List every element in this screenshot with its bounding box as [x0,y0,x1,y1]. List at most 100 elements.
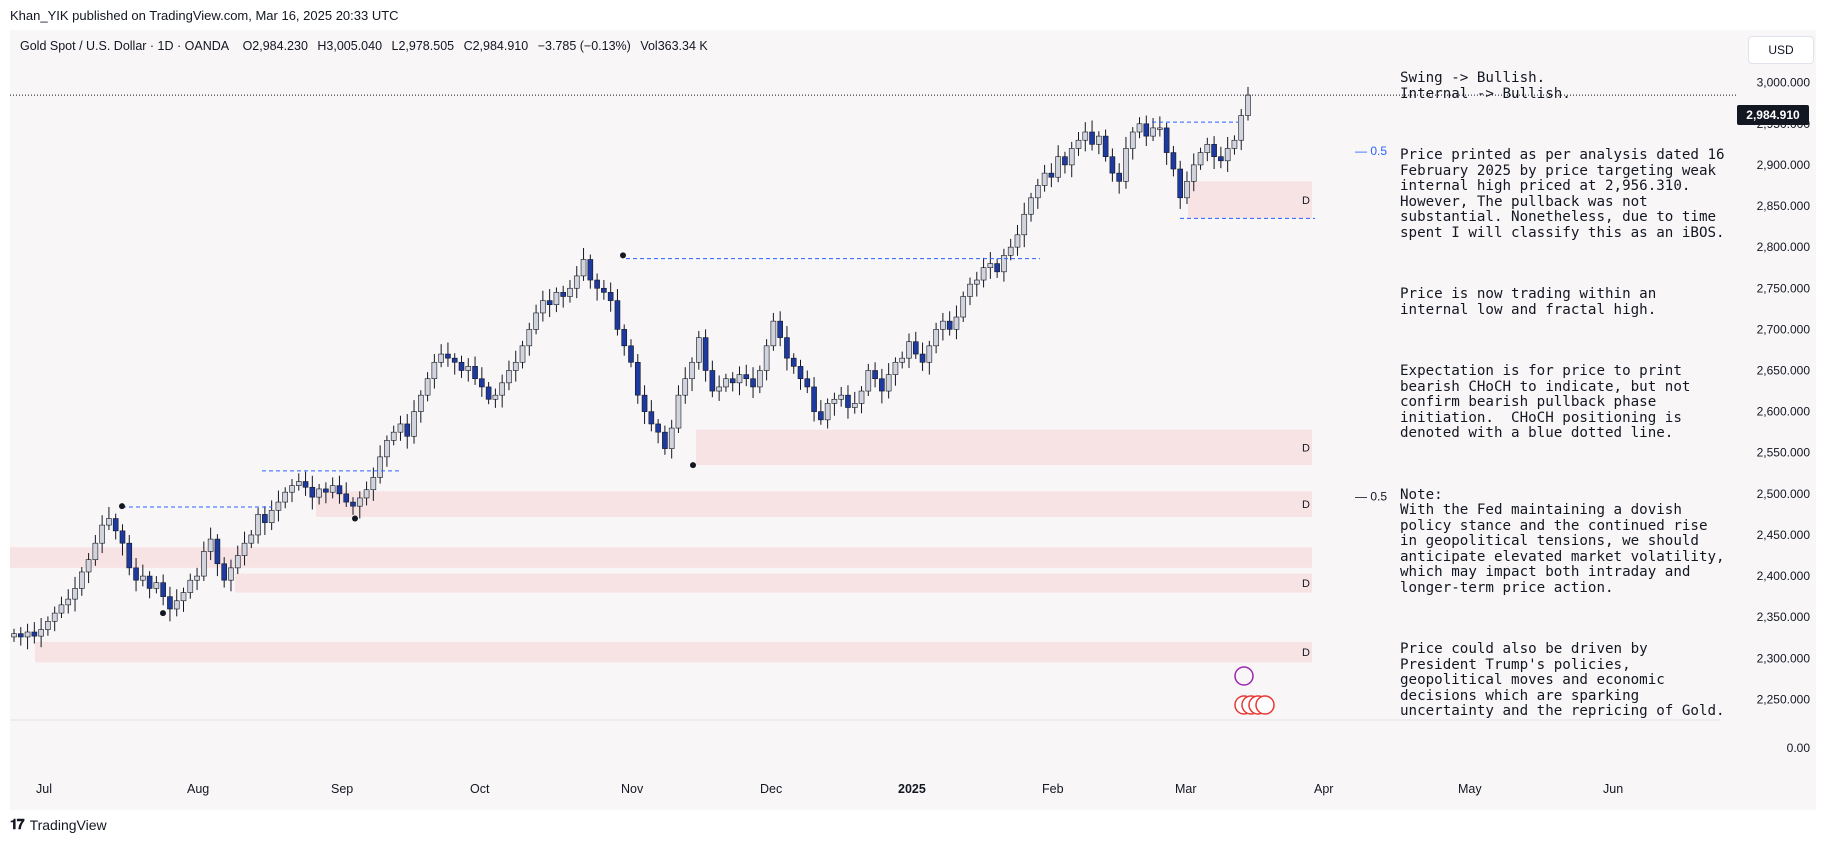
candle-body [1184,181,1190,199]
candle-body [1157,127,1163,130]
candle-body [323,488,329,493]
note-paragraph: Price printed as per analysis dated 16 F… [1400,147,1734,241]
candle-body [65,598,72,606]
candle-body [790,357,797,367]
candle-body [173,600,180,610]
candle-body [743,374,750,380]
candle-body [295,481,302,486]
legend-change: −3.785 (−0.13%) [537,39,631,53]
candle-body [946,320,953,330]
demand-zone-label: D [1302,195,1310,207]
demand-zone [316,491,1312,517]
candle-body [1150,127,1156,137]
x-axis-tick-label: Nov [621,782,644,796]
candle-body [662,431,668,449]
candle-body [723,378,729,388]
candle-body [207,538,214,552]
demand-zone-label: D [1302,442,1310,454]
candle-body [1231,139,1238,149]
volume-axis-tick-label: 0.00 [1787,741,1811,755]
candle-body [126,542,133,569]
candle-body [1089,131,1095,145]
candle-body [51,612,58,622]
candle-body [1055,156,1061,178]
candle-body [275,501,282,511]
candle-body [1218,156,1224,162]
y-axis-tick-label: 2,500.000 [1757,487,1811,501]
x-axis-tick-label: Oct [470,782,490,796]
candle-body [499,382,505,396]
fib-level-label: — 0.5 [1355,144,1387,158]
last-price-label: 2,984.910 [1737,105,1809,125]
us-flag-icon [1255,695,1275,715]
candle-body [153,582,160,589]
candle-body [1102,135,1109,157]
candle-body [85,559,92,573]
note-paragraph: Price could also be driven by President … [1400,641,1725,719]
swing-point-marker [690,462,696,469]
candle-body [804,378,811,388]
candle-body [770,320,777,347]
x-axis-tick-label: Aug [187,782,209,796]
demand-zone [235,573,1312,593]
x-axis-tick-label: Mar [1175,782,1197,796]
symbol-name[interactable]: Gold Spot / U.S. Dollar · 1D · OANDA [20,39,230,53]
candle-body [1224,148,1231,162]
candle-body [1001,255,1007,273]
candle-body [228,567,234,581]
candle-body [567,287,573,297]
swing-point-marker [620,252,626,259]
note-paragraph: Price is now trading within an internal … [1400,286,1665,318]
candle-body [424,378,431,396]
candle-body [255,514,261,536]
candle-body [933,329,939,347]
candle-body [838,394,844,400]
candle-body [72,588,78,600]
x-axis-tick-label: Dec [760,782,782,796]
candle-body [1028,197,1034,215]
candle-body [628,345,634,363]
candle-body [201,551,207,577]
candle-body [302,481,309,488]
legend-close: C2,984.910 [463,39,529,53]
candle-body [621,329,628,347]
candle-body [445,353,451,359]
x-axis-tick-label: Feb [1042,782,1064,796]
candle-body [757,370,763,388]
candle-body [994,263,1000,273]
candle-body [390,431,397,441]
candle-body [973,279,980,285]
candle-body [241,542,248,556]
candle-body [1204,144,1211,153]
candle-body [146,575,153,589]
candle-body [912,341,919,355]
candle-body [377,456,383,478]
demand-zone [696,429,1312,466]
candle-body [479,378,485,388]
candle-body [560,292,566,297]
candle-body [587,259,594,281]
candle-body [1048,172,1055,178]
candle-body [45,621,51,630]
x-axis-tick-label: Apr [1314,782,1333,796]
candle-body [343,493,350,503]
y-axis-tick-label: 2,850.000 [1757,199,1811,213]
candle-body [248,534,255,544]
analysis-note: Swing -> Bullish. Internal -> Bullish. P… [1400,40,1730,750]
candle-body [234,555,241,569]
candle-body [682,378,689,396]
candle-body [845,394,851,408]
note-paragraph: Expectation is for price to print bearis… [1400,363,1699,441]
currency-button[interactable]: USD [1748,36,1814,64]
candle-body [492,394,499,400]
candle-body [119,530,126,544]
y-axis-tick-label: 2,900.000 [1757,158,1811,172]
candle-body [1021,213,1028,236]
footer-brand[interactable]: 𝟏𝟕 TradingView [10,816,107,833]
candle-body [634,361,641,396]
candle-body [404,423,411,437]
candle-body [953,316,960,330]
candle-body [1163,127,1170,153]
